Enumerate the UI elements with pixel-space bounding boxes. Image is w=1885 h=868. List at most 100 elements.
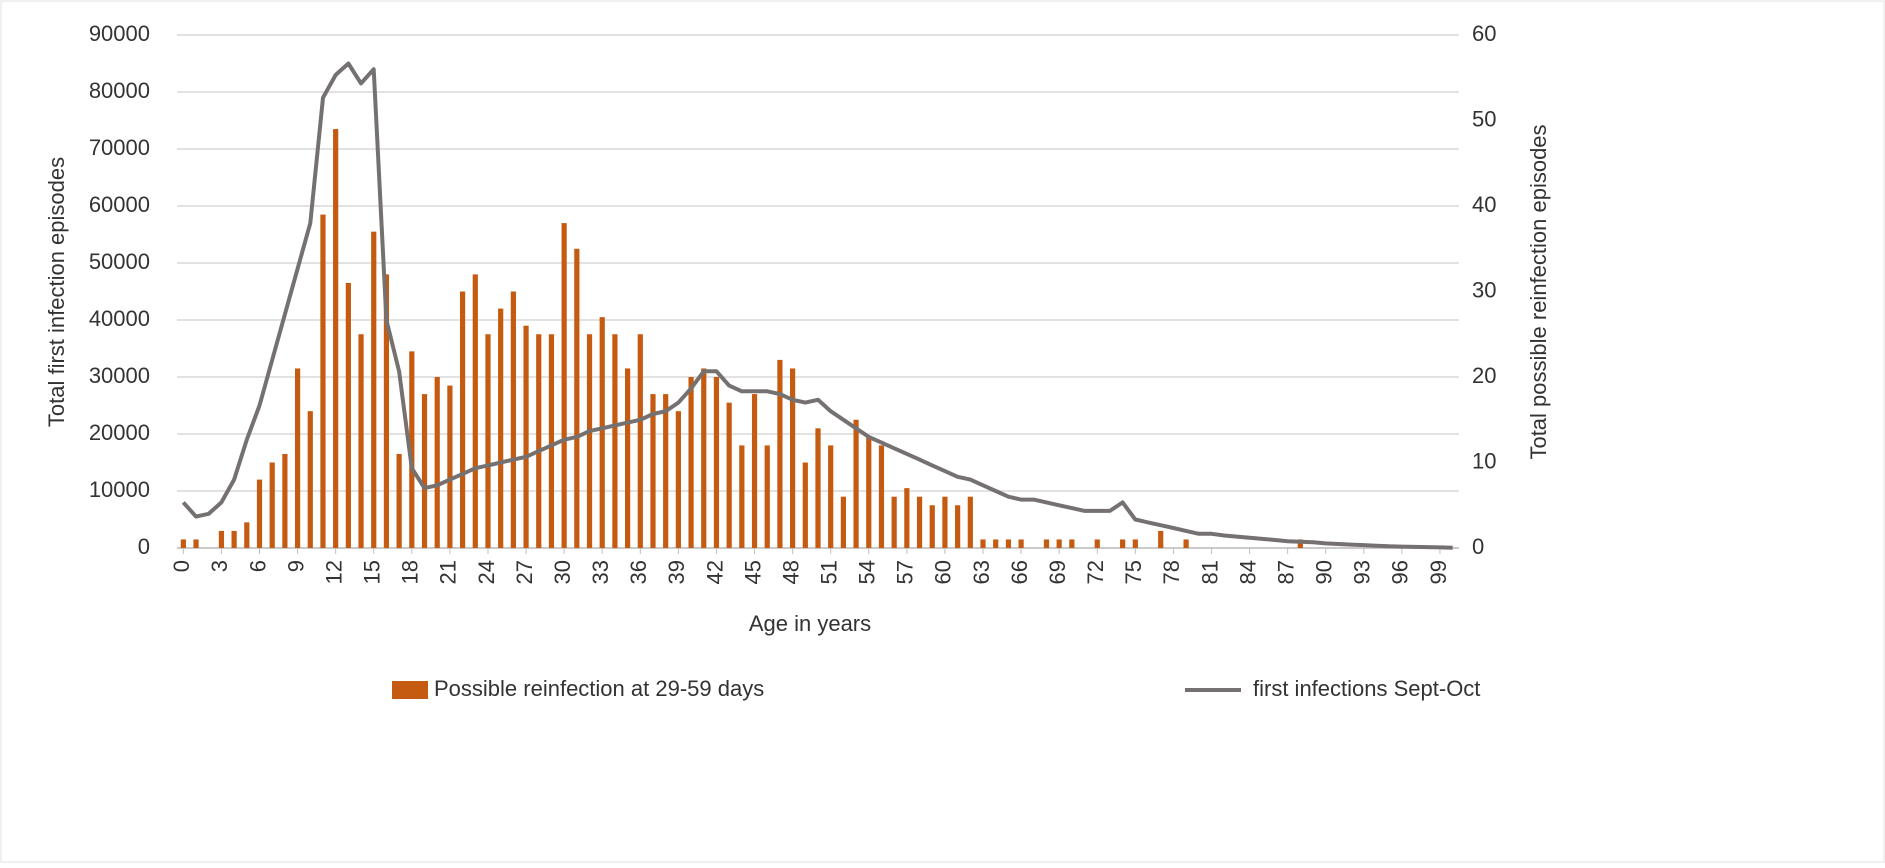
bar xyxy=(1043,539,1050,548)
bar xyxy=(282,453,288,548)
bar xyxy=(218,530,225,548)
bar xyxy=(548,334,555,548)
bar xyxy=(815,428,821,548)
bar xyxy=(612,334,618,548)
x-tick-label: 99 xyxy=(1426,560,1451,584)
bar xyxy=(764,445,770,548)
bar xyxy=(307,411,313,548)
x-tick-label: 81 xyxy=(1197,560,1222,584)
x-tick-label: 6 xyxy=(245,560,270,572)
y2-tick-label: 30 xyxy=(1472,277,1496,302)
x-tick-label: 75 xyxy=(1121,560,1146,584)
bar xyxy=(650,394,656,548)
x-tick-label: 33 xyxy=(588,560,613,584)
y2-tick-label: 0 xyxy=(1472,534,1484,559)
bar xyxy=(1120,539,1126,548)
y-tick-label: 40000 xyxy=(89,306,150,331)
bar xyxy=(294,368,301,548)
bar xyxy=(1005,539,1011,548)
x-tick-label: 9 xyxy=(283,560,308,572)
x-tick-label: 30 xyxy=(550,560,575,584)
bar xyxy=(447,385,453,548)
bar xyxy=(891,496,897,548)
bar xyxy=(828,445,834,548)
bar xyxy=(371,231,377,548)
bar xyxy=(396,453,402,548)
bar xyxy=(586,334,593,548)
bar xyxy=(701,368,707,548)
x-tick-label: 24 xyxy=(474,560,499,584)
bar xyxy=(853,419,859,548)
x-tick-label: 45 xyxy=(740,560,765,584)
y-tick-label: 70000 xyxy=(89,135,150,160)
bar xyxy=(523,325,529,548)
y-tick-label: 0 xyxy=(138,534,150,559)
bar xyxy=(1183,539,1189,548)
bar xyxy=(993,539,999,548)
bar xyxy=(320,214,326,549)
bar xyxy=(967,496,973,548)
bar xyxy=(333,129,339,549)
bar xyxy=(688,377,694,548)
x-tick-label: 87 xyxy=(1273,560,1298,584)
bar xyxy=(1018,539,1024,548)
bar xyxy=(193,539,199,548)
bar xyxy=(345,282,351,548)
bar xyxy=(637,334,643,548)
y-tick-label: 60000 xyxy=(89,192,150,217)
x-tick-label: 66 xyxy=(1007,560,1032,584)
bar xyxy=(904,488,910,548)
bar xyxy=(498,308,504,548)
y-tick-label: 50000 xyxy=(89,249,150,274)
bar xyxy=(269,462,275,548)
x-tick-label: 21 xyxy=(436,560,461,584)
x-tick-label: 78 xyxy=(1159,560,1184,584)
bar xyxy=(1132,539,1138,548)
bar xyxy=(663,394,669,548)
y-tick-label: 80000 xyxy=(89,78,150,103)
bar xyxy=(599,317,605,548)
y-tick-label: 10000 xyxy=(89,477,150,502)
y-tick-label: 90000 xyxy=(89,21,150,46)
bar xyxy=(713,377,720,548)
bar xyxy=(459,291,466,548)
x-tick-label: 69 xyxy=(1045,560,1070,584)
bar xyxy=(929,505,935,548)
x-tick-label: 3 xyxy=(207,560,232,572)
bar xyxy=(1069,539,1075,548)
bar xyxy=(561,223,567,548)
line xyxy=(181,61,1453,550)
bar xyxy=(777,359,783,548)
x-tick-label: 90 xyxy=(1312,560,1337,584)
legend-swatch xyxy=(392,681,428,699)
x-tick-label: 57 xyxy=(893,560,918,584)
x-tick-label: 18 xyxy=(398,560,423,584)
bar xyxy=(1158,530,1164,548)
y-tick-label: 20000 xyxy=(89,420,150,445)
x-tick-label: 39 xyxy=(664,560,689,584)
y2-tick-label: 50 xyxy=(1472,106,1496,131)
bar xyxy=(866,436,872,548)
bar xyxy=(790,368,796,548)
bar xyxy=(840,496,846,548)
x-tick-label: 0 xyxy=(169,560,194,572)
legend-label: Possible reinfection at 29-59 days xyxy=(434,676,764,701)
bar xyxy=(955,505,961,548)
bar xyxy=(383,274,390,548)
x-tick-label: 36 xyxy=(626,560,651,584)
bar xyxy=(485,334,491,548)
y2-tick-label: 20 xyxy=(1472,363,1496,388)
bar xyxy=(739,445,745,548)
bar xyxy=(434,377,440,548)
bar xyxy=(536,334,542,548)
x-axis-title: Age in years xyxy=(749,611,871,636)
bar xyxy=(916,496,923,548)
x-tick-label: 12 xyxy=(321,560,346,584)
x-tick-label: 60 xyxy=(931,560,956,584)
bar xyxy=(510,291,516,548)
x-tick-label: 93 xyxy=(1350,560,1375,584)
bar xyxy=(358,334,364,548)
legend-label: first infections Sept-Oct xyxy=(1253,676,1480,701)
y2-axis-title: Total possible reinfection episodes xyxy=(1526,124,1551,459)
